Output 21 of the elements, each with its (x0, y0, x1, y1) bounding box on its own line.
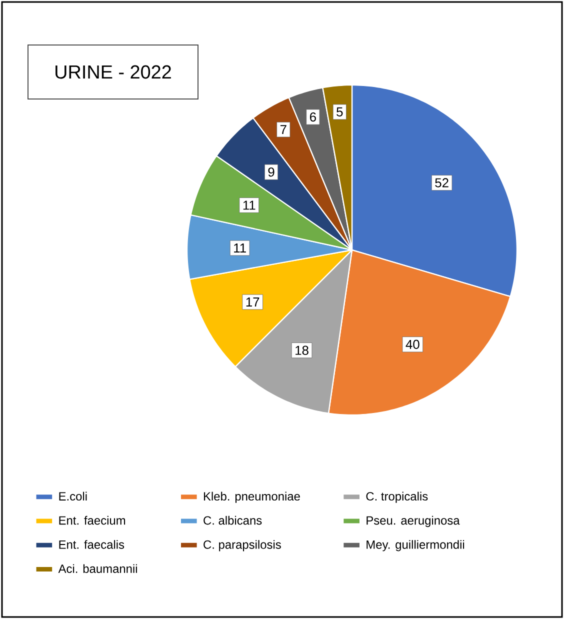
data-label: 52 (435, 178, 448, 188)
data-label: 7 (280, 125, 286, 134)
data-label: 9 (268, 167, 274, 177)
legend-label: Mey. guilliermondii (366, 540, 464, 552)
chart-title: URINE - 2022 (56, 65, 171, 79)
data-label: 11 (234, 244, 246, 252)
legend-label: C. parapsilosis (204, 540, 281, 552)
data-label: 18 (296, 346, 308, 355)
legend-label: Aci. baumannii (58, 564, 137, 573)
data-label: 5 (336, 107, 343, 116)
legend-label: C. albicans (204, 516, 262, 525)
legend-label: Pseu. aeruginosa (366, 516, 460, 528)
legend-label: Ent. faecium (59, 516, 126, 525)
legend-label: Ent. faecalis (59, 540, 124, 549)
data-label: 6 (310, 112, 316, 122)
legend-label: C. tropicalis (366, 492, 428, 503)
data-label: 17 (246, 298, 260, 306)
legend-label: E.coli (59, 492, 87, 501)
legend-label: Kleb. pneumoniae (204, 492, 300, 503)
data-label: 11 (243, 200, 256, 210)
data-label: 40 (406, 340, 420, 349)
